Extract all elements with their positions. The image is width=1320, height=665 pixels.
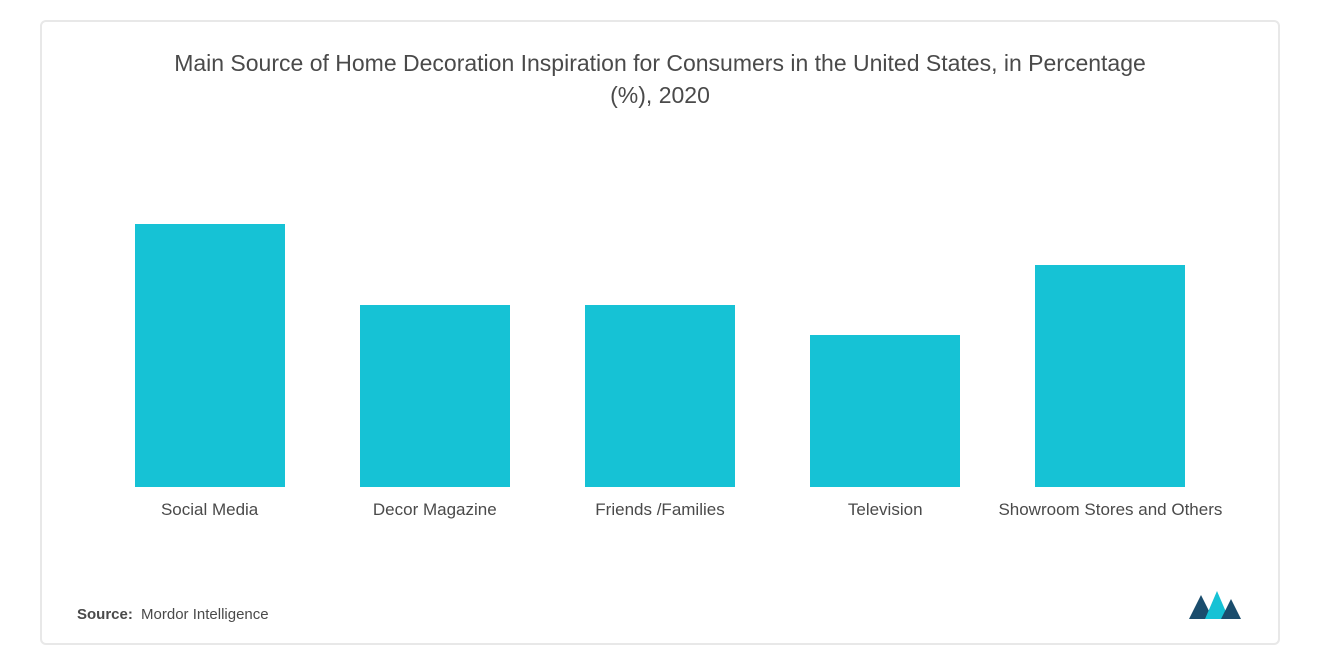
- bar-label: Television: [848, 499, 923, 547]
- bar-wrap: Showroom Stores and Others: [998, 265, 1223, 547]
- chart-title: Main Source of Home Decoration Inspirati…: [160, 47, 1160, 111]
- bar-wrap: Social Media: [97, 224, 322, 547]
- bar-friends-families: [585, 305, 735, 487]
- bar-wrap: Decor Magazine: [322, 305, 547, 547]
- mordor-logo-icon: [1187, 587, 1243, 623]
- bar-label: Showroom Stores and Others: [998, 499, 1222, 547]
- chart-footer: Source: Mordor Intelligence: [77, 587, 1243, 623]
- source-label: Source:: [77, 606, 133, 623]
- bar-label: Decor Magazine: [373, 499, 497, 547]
- source-value: Mordor Intelligence: [141, 606, 269, 623]
- bar-label: Friends /Families: [595, 499, 724, 547]
- bar-chart-area: Social Media Decor Magazine Friends /Fam…: [77, 171, 1243, 547]
- source-attribution: Source: Mordor Intelligence: [77, 606, 269, 623]
- bar-showroom: [1035, 265, 1185, 487]
- bar-wrap: Friends /Families: [547, 305, 772, 547]
- bar-decor-magazine: [360, 305, 510, 487]
- bar-social-media: [135, 224, 285, 487]
- bar-television: [810, 335, 960, 487]
- bar-label: Social Media: [161, 499, 258, 547]
- bar-wrap: Television: [773, 335, 998, 547]
- chart-container: Main Source of Home Decoration Inspirati…: [40, 20, 1280, 645]
